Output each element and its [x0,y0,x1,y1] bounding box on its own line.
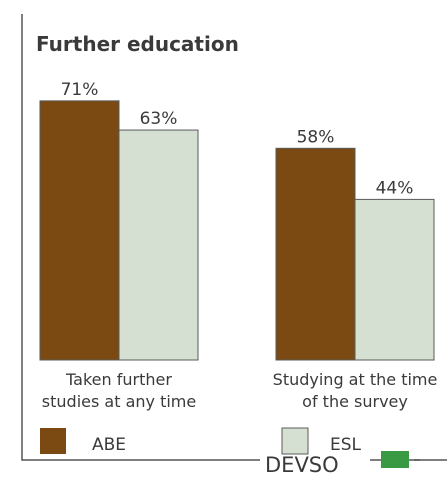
category-label-2-line-1: Studying at the time [273,370,438,389]
bar-abe-group-2 [275,147,356,361]
category-label-2-line-2: of the survey [302,392,408,411]
bars-group [39,100,435,361]
category-label-1-line-2: studies at any time [42,392,196,411]
footer-brand: DEVSO [265,453,339,477]
bar-abe-group-1 [39,100,120,361]
value-label-abe-group-1: 71% [61,80,99,100]
legend-swatch-esl [281,427,309,455]
labels-group: 71% 63% Taken further studies at any time 58… [42,80,438,411]
bar-esl-group-2 [354,198,435,361]
brand-box [381,451,409,468]
value-label-abe-group-2: 58% [297,127,335,147]
legend-label-abe: ABE [92,435,126,455]
value-label-esl-group-1: 63% [140,109,178,129]
bar-esl-group-1 [118,129,199,361]
value-label-esl-group-2: 44% [376,178,414,198]
category-label-1-line-1: Taken further [65,370,172,389]
legend-label-esl: ESL [330,435,362,455]
legend-swatch-abe [40,428,66,454]
chart-title: Further education [36,32,239,56]
